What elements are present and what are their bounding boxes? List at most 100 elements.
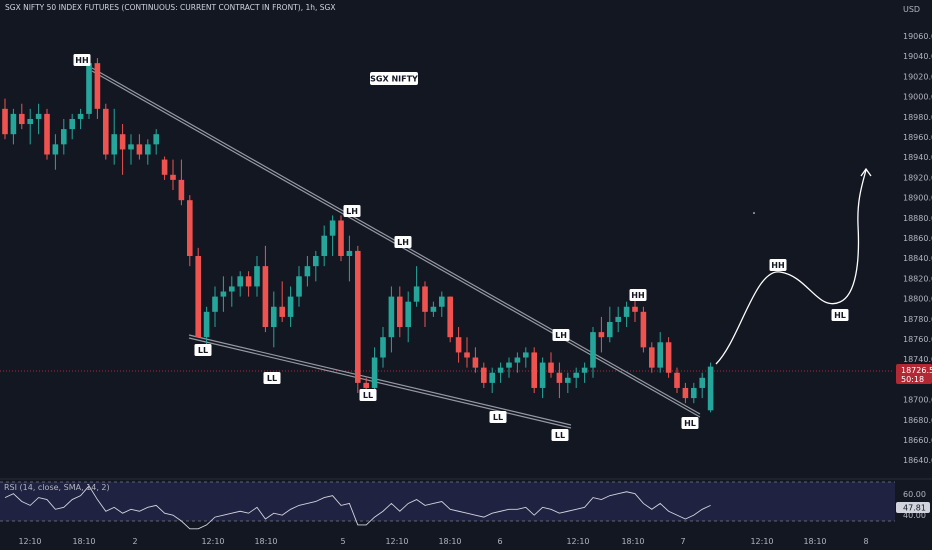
candle-body	[464, 352, 470, 358]
candle-body	[598, 332, 605, 338]
candle-body	[178, 179, 185, 201]
price-tick-label: 19060.0	[903, 32, 932, 41]
candle-body	[19, 113, 25, 125]
price-tick-label: 18980.0	[903, 113, 932, 122]
swing-label-box	[681, 417, 699, 429]
candle-body	[413, 286, 420, 302]
swing-label: HH	[771, 261, 784, 270]
lower-trendline	[188, 334, 572, 426]
price-tick-label: 18680.0	[903, 416, 932, 425]
candle-body	[682, 387, 689, 399]
candle-body	[27, 118, 33, 125]
rsi-level-60: 60.00	[903, 490, 926, 499]
time-tick-label: 5	[340, 537, 345, 546]
swing-label-box	[394, 236, 412, 248]
rsi-pane: RSI (14, close, SMA, 14, 2) 60.00 40.0047.…	[0, 481, 930, 530]
swing-label-box	[551, 429, 569, 441]
candle-body	[632, 306, 638, 312]
last-price-value: 18726.5	[901, 366, 932, 375]
swing-label-box	[263, 372, 281, 384]
time-tick-label: 18:10	[72, 537, 95, 546]
time-tick-label: 12:10	[750, 537, 773, 546]
price-tick-label: 18880.0	[903, 214, 932, 223]
rsi-value: 47.81	[903, 504, 926, 513]
time-tick-label: 2	[132, 537, 137, 546]
candle-body	[296, 276, 302, 297]
currency-label: USD	[903, 5, 920, 14]
price-tick-label: 18920.0	[903, 173, 932, 182]
time-axis[interactable]: 12:10 18:10 2 12:10 18:10 5 12:10 18:10 6 12:10 18…	[18, 537, 868, 546]
price-tick-label: 18940.0	[903, 153, 932, 162]
swing-label: HH	[631, 291, 644, 300]
price-tick-label: 18760.0	[903, 335, 932, 344]
price-tick-label: 18840.0	[903, 254, 932, 263]
candle-body	[2, 108, 8, 135]
projection-curve	[715, 167, 872, 365]
price-tick-label: 18740.0	[903, 355, 932, 364]
candle-body	[111, 134, 117, 155]
candle-body	[187, 200, 193, 256]
price-tick-label: 19000.0	[903, 93, 932, 102]
time-tick-label: 18:10	[254, 537, 277, 546]
candle-body	[489, 372, 495, 383]
swing-label-box	[489, 411, 507, 423]
arrow-head-icon	[860, 167, 872, 177]
candle-body	[77, 113, 84, 119]
price-tick-label: 18700.0	[903, 396, 932, 405]
candle-body	[195, 256, 201, 338]
candle-body	[69, 118, 75, 130]
rsi-value-badge	[896, 502, 930, 513]
candle-body	[203, 311, 210, 338]
price-tick-label: 18860.0	[903, 234, 932, 243]
swing-label: LL	[363, 391, 373, 400]
candle-body	[262, 266, 269, 328]
swing-label-box	[769, 259, 787, 271]
rsi-level-40: 40.00	[903, 511, 926, 520]
candle-body	[573, 372, 579, 378]
time-tick-label: 18:10	[438, 537, 461, 546]
price-tick-label: 19040.0	[903, 52, 932, 61]
candle-body	[640, 311, 647, 348]
projection-path	[715, 169, 867, 365]
swing-label: HL	[684, 419, 696, 428]
candle-body	[405, 301, 411, 328]
candle-body	[245, 276, 252, 287]
candle-body	[119, 134, 126, 150]
candle-body	[497, 367, 504, 373]
candle-body	[388, 296, 395, 338]
time-tick-label: 18:10	[803, 537, 826, 546]
candle-body	[86, 63, 92, 114]
candle-body	[145, 144, 151, 155]
candle-body	[355, 250, 361, 383]
sgx-nifty-badge-text: SGX NIFTY	[370, 75, 418, 84]
candle-body	[170, 174, 176, 180]
candle-body	[623, 306, 630, 317]
price-tick-label: 18640.0	[903, 456, 932, 465]
price-tick-label: 18820.0	[903, 274, 932, 283]
candle-body	[52, 144, 59, 155]
swing-label: HL	[834, 311, 846, 320]
candle-body	[674, 372, 680, 388]
candle-body	[61, 129, 67, 145]
rsi-band	[0, 482, 895, 521]
candle-body	[556, 372, 563, 383]
swing-label-box	[194, 344, 212, 356]
candle-body	[439, 296, 445, 307]
candle-body	[103, 108, 109, 155]
candle-body	[539, 362, 546, 388]
candle-body	[271, 306, 277, 328]
candle-body	[35, 113, 42, 119]
candle-body	[397, 296, 403, 328]
swing-label: LL	[555, 431, 565, 440]
price-tick-label: 18900.0	[903, 194, 932, 203]
candle-body	[254, 266, 260, 287]
candle-body	[380, 337, 386, 358]
candle-body	[279, 306, 285, 317]
time-tick-label: 12:10	[201, 537, 224, 546]
rsi-legend: RSI (14, close, SMA, 14, 2)	[4, 483, 110, 492]
candle-body	[699, 377, 705, 388]
price-axis[interactable]: 19060.0 19040.0 19020.0 19000.0 18980.0 18960…	[896, 32, 932, 465]
candle-body	[615, 316, 621, 322]
